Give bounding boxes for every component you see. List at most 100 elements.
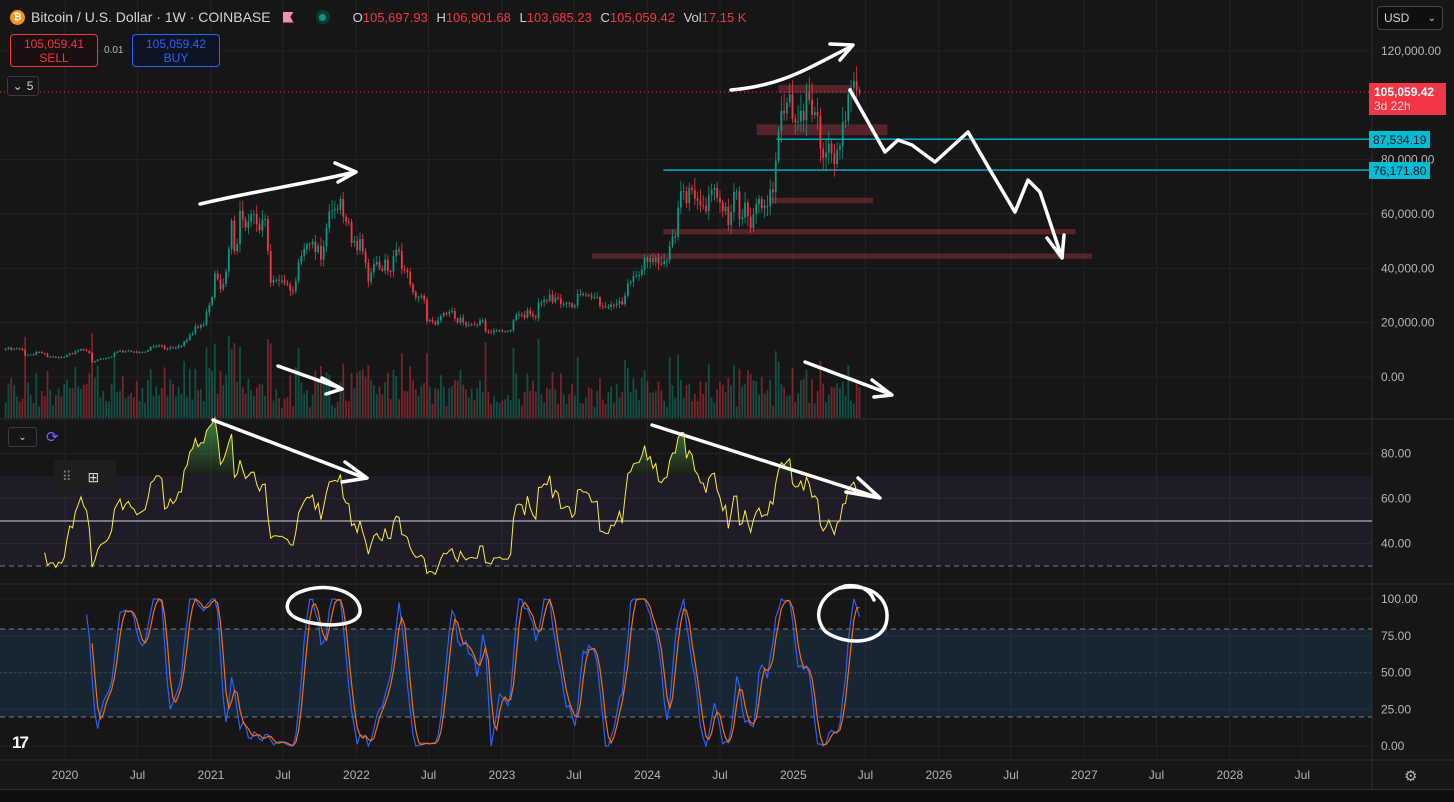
volume-bar [476,388,479,418]
candle-body [297,262,300,281]
volume-bar [855,384,858,418]
volume-bar [85,383,88,418]
volume-bar [202,401,205,418]
pane-collapse-button[interactable]: ⌄ [8,427,37,447]
candle-body [852,80,855,88]
volume-bar [562,394,565,418]
volume-bars [4,333,861,418]
annotation-arrow-up-2025[interactable] [729,42,855,92]
annotation-arrow-up-2021[interactable] [198,161,358,206]
volume-bar [213,343,216,418]
candle-body [462,317,465,323]
candle-body [121,350,124,353]
candle-body [735,191,738,193]
candle-body [32,354,35,356]
volume-bar [230,348,233,418]
candle-body [847,94,850,121]
buy-button[interactable]: 105,059.42 BUY [132,34,220,67]
volume-bar [272,400,275,418]
sync-icon[interactable]: ⟳ [46,429,59,446]
annotation-circle-2025[interactable] [816,583,889,643]
candle-body [236,244,239,252]
low-label: L [519,9,527,25]
candle-body [283,280,286,283]
volume-bar [632,378,635,418]
volume-bar [71,388,74,418]
volume-bar [819,360,822,418]
candle-body [440,315,442,321]
candle-body [730,211,733,226]
volume-bar [32,403,35,418]
candle-body [554,297,557,303]
volume-bar [49,389,52,418]
candle-body [63,356,66,358]
candle-body [186,340,188,342]
annotation-volume-arrow-1[interactable] [276,364,344,396]
symbol-title[interactable]: Bitcoin / U.S. Dollar · 1W · COINBASE [31,9,271,25]
market-status-icon[interactable] [315,10,330,24]
volume-bar [152,395,155,418]
volume-bar [649,392,652,418]
candle-body [610,304,613,307]
volume-bar [247,378,250,418]
volume-bar [693,394,696,418]
volume-bar [565,403,568,418]
volume-bar [278,397,280,418]
rsi-tick-label: 40.00 [1381,537,1411,551]
volume-bar [585,396,587,418]
candle-body [721,202,724,212]
indicators-toggle-button[interactable]: ⌄ 5 [7,76,39,96]
volume-bar [406,391,409,418]
stoch-d-line [91,597,860,747]
volume-bar [392,369,395,418]
candle-body [144,351,147,353]
sell-button[interactable]: 105,059.41 SELL [10,34,98,67]
candle-body [766,205,769,207]
symbol-header[interactable]: ₿ Bitcoin / U.S. Dollar · 1W · COINBASE … [10,9,746,25]
candle-body [124,351,127,353]
candle-body [80,349,82,351]
stoch-tick-label: 0.00 [1381,739,1405,753]
candle-body [364,251,367,263]
volume-bar [222,384,225,418]
volume-bar [60,396,63,418]
horizontal-levels[interactable] [663,138,1372,171]
zone-rectangle [756,124,888,136]
settings-icon[interactable]: ⚙ [1404,768,1418,785]
add-widget-icon[interactable]: ⊞ [87,468,100,485]
annotation-volume-arrow-2[interactable] [803,360,894,399]
volume-bar [306,389,308,418]
flag-icon[interactable] [282,11,294,23]
candle-body [534,316,537,318]
volume-bar [241,387,244,418]
candle-body [278,279,280,281]
candle-body [213,273,216,298]
candle-body [520,314,523,316]
zone-drawings[interactable] [591,84,1092,259]
drag-handle-icon[interactable]: ⠿ [62,469,72,484]
candle-body [403,269,406,271]
volume-bar [772,405,774,418]
annotation-projection-down[interactable] [848,88,1066,260]
volume-bar [303,393,306,418]
annotation-circle-2021[interactable] [285,585,362,627]
volume-bar [721,384,724,418]
candle-body [808,93,811,100]
volume-bar [211,370,213,418]
bitcoin-icon: ₿ [10,9,25,25]
currency-select[interactable]: USD ⌄ [1377,6,1443,30]
candle-body [370,272,373,282]
volume-bar [135,381,138,418]
hand-drawn-annotations[interactable] [198,42,1066,643]
volume-bar [40,390,43,418]
annotation-rsi-divergence-1[interactable] [211,418,369,484]
tradingview-logo[interactable]: 17 [12,733,29,752]
time-tick-label: 2028 [1216,768,1243,782]
annotation-rsi-divergence-2[interactable] [650,423,882,500]
volume-bar [744,384,746,418]
candle-body [487,331,490,333]
candle-body [116,351,119,353]
volume-bar [225,374,227,418]
volume-bar [43,395,46,418]
